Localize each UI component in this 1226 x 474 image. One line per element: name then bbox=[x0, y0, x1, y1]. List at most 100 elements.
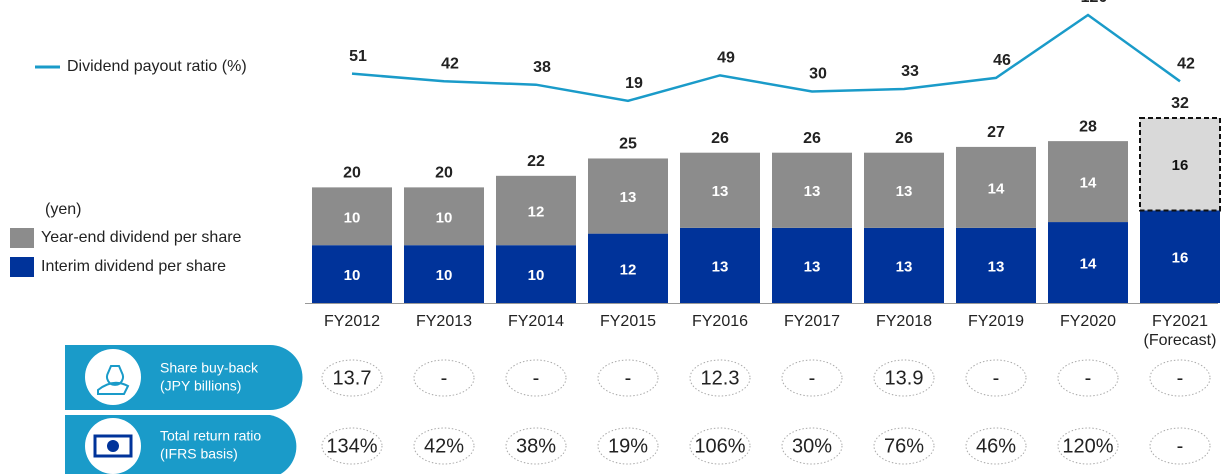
cell-value: 13.9 bbox=[885, 367, 924, 389]
cell-value: - bbox=[625, 367, 632, 389]
line-value-label: 33 bbox=[901, 63, 919, 80]
row-label: Share buy-back bbox=[160, 360, 259, 376]
bar-segment bbox=[588, 233, 668, 303]
cell-value: - bbox=[1177, 435, 1184, 457]
x-tick-label: FY2012 bbox=[323, 313, 381, 330]
total-label: 27 bbox=[987, 124, 1005, 141]
bar-value-label: 10 bbox=[436, 209, 453, 226]
bar-value-label: 14 bbox=[1080, 256, 1097, 273]
cell-oval bbox=[1149, 359, 1211, 397]
bar-value-label: 13 bbox=[804, 258, 821, 275]
bar-segment bbox=[680, 152, 760, 228]
cell-oval bbox=[689, 359, 751, 397]
cell-oval bbox=[965, 359, 1027, 397]
cell-oval bbox=[1057, 359, 1119, 397]
total-label: 25 bbox=[619, 136, 637, 153]
cell-oval bbox=[413, 427, 475, 465]
cell-oval bbox=[689, 427, 751, 465]
bar-value-label: 10 bbox=[528, 267, 545, 284]
x-tick-label: FY2015 bbox=[599, 313, 657, 330]
cell-value: - bbox=[533, 367, 540, 389]
bar-value-label: 13 bbox=[712, 258, 729, 275]
cell-value: 13.7 bbox=[333, 367, 372, 389]
cell-oval bbox=[1057, 427, 1119, 465]
legend-label: Interim dividend per share bbox=[41, 258, 226, 275]
icon bbox=[97, 365, 130, 395]
cell-oval bbox=[873, 359, 935, 397]
total-label: 26 bbox=[711, 130, 729, 147]
cell-oval bbox=[413, 359, 475, 397]
cell-value: 42% bbox=[424, 435, 464, 457]
cell-value: - bbox=[993, 367, 1000, 389]
cell-value: 46% bbox=[976, 435, 1016, 457]
bar-segment bbox=[312, 187, 392, 246]
cell-oval bbox=[597, 427, 659, 465]
total-label: 32 bbox=[1171, 95, 1189, 112]
bar-value-label: 13 bbox=[712, 183, 729, 200]
cell-oval bbox=[781, 427, 843, 465]
total-label: 20 bbox=[343, 165, 361, 182]
row-label: Total return ratio bbox=[160, 428, 261, 444]
bar-value-label: 10 bbox=[436, 267, 453, 284]
bar-segment bbox=[496, 245, 576, 303]
bar-segment bbox=[772, 152, 852, 228]
total-label: 22 bbox=[527, 153, 545, 170]
bar-segment bbox=[588, 158, 668, 234]
total-label: 20 bbox=[435, 165, 453, 182]
bar-value-label: 13 bbox=[620, 189, 637, 206]
bar-value-label: 10 bbox=[344, 267, 361, 284]
bar-segment bbox=[956, 146, 1036, 228]
cell-value: 19% bbox=[608, 435, 648, 457]
cell-value: 30% bbox=[792, 435, 832, 457]
cell-value: 38% bbox=[516, 435, 556, 457]
icon-bg bbox=[85, 349, 141, 405]
cell-value: - bbox=[1085, 367, 1092, 389]
bar-segment bbox=[496, 175, 576, 246]
unit-label: (yen) bbox=[45, 201, 81, 218]
x-tick-label: FY2019 bbox=[967, 313, 1025, 330]
cell-oval bbox=[321, 427, 383, 465]
cell-oval bbox=[965, 427, 1027, 465]
x-tick-label: FY2014 bbox=[507, 313, 565, 330]
legend-label: Year-end dividend per share bbox=[41, 229, 242, 246]
legend-label: Dividend payout ratio (%) bbox=[67, 58, 247, 75]
cell-oval bbox=[597, 359, 659, 397]
bar-segment bbox=[772, 227, 852, 303]
line-value-label: 42 bbox=[441, 56, 459, 73]
total-label: 26 bbox=[895, 130, 913, 147]
cell-oval bbox=[321, 359, 383, 397]
line-value-label: 120 bbox=[1081, 0, 1108, 6]
bar-value-label: 16 bbox=[1172, 157, 1189, 174]
cell-oval bbox=[781, 359, 843, 397]
line-value-label: 19 bbox=[625, 75, 643, 92]
bar-segment bbox=[1140, 210, 1220, 303]
icon bbox=[107, 440, 119, 452]
total-label: 28 bbox=[1079, 118, 1097, 135]
cell-oval bbox=[505, 427, 567, 465]
legend-swatch bbox=[10, 228, 34, 248]
line-value-label: 46 bbox=[993, 52, 1011, 69]
cell-value: - bbox=[809, 367, 816, 389]
bar-segment bbox=[956, 227, 1036, 303]
cell-oval bbox=[873, 427, 935, 465]
cell-value: - bbox=[441, 367, 448, 389]
bar-value-label: 13 bbox=[896, 258, 913, 275]
bar-segment bbox=[404, 187, 484, 246]
cell-value: 76% bbox=[884, 435, 924, 457]
x-tick-label: FY2021 (Forecast) bbox=[1143, 313, 1217, 349]
cell-value: 106% bbox=[694, 435, 745, 457]
line-value-label: 51 bbox=[349, 48, 367, 65]
x-tick-label: FY2013 bbox=[415, 313, 473, 330]
legend-swatch bbox=[10, 257, 34, 277]
bar-value-label: 10 bbox=[344, 209, 361, 226]
cell-oval bbox=[1149, 427, 1211, 465]
cell-oval bbox=[505, 359, 567, 397]
line-series bbox=[351, 13, 1181, 103]
bar-segment bbox=[404, 245, 484, 303]
bar-value-label: 14 bbox=[988, 180, 1005, 197]
cell-value: 12.3 bbox=[701, 367, 740, 389]
cell-value: - bbox=[1177, 367, 1184, 389]
bar-segment bbox=[864, 152, 944, 228]
